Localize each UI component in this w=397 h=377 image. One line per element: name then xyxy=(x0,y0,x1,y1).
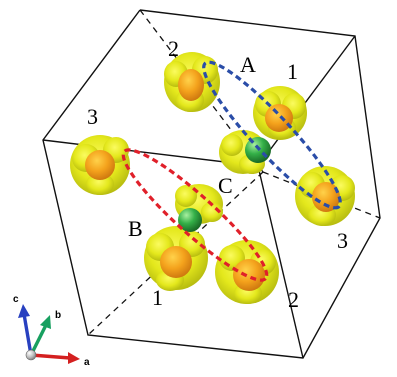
label-C: C xyxy=(218,173,233,198)
label-3-right: 3 xyxy=(337,228,348,253)
label-2-top: 2 xyxy=(168,36,179,61)
axis-c-head xyxy=(18,304,30,318)
molecule-2-bottom xyxy=(215,240,279,304)
molecule-3-left xyxy=(70,135,130,195)
metal-atom-lower xyxy=(178,208,202,232)
label-1-bottom: 1 xyxy=(152,285,163,310)
axis-triad: c b a xyxy=(13,294,90,368)
back-edge-right xyxy=(262,171,381,219)
molecule-3-right xyxy=(295,166,355,226)
axis-b-label: b xyxy=(55,310,61,321)
molecule-2-top xyxy=(164,52,220,112)
label-2-bottom: 2 xyxy=(288,287,299,312)
axis-a-label: a xyxy=(84,357,90,368)
molecule-1-bottom xyxy=(144,226,208,291)
label-3-left: 3 xyxy=(87,104,98,129)
label-1-top: 1 xyxy=(287,59,298,84)
back-edge-left xyxy=(87,171,264,336)
axis-c-arrow xyxy=(22,313,33,356)
axis-origin xyxy=(25,349,37,361)
front-edge-bottom xyxy=(257,165,304,359)
blue-dashed-ellipse-A xyxy=(202,60,342,210)
red-dashed-ellipse-B xyxy=(121,148,269,282)
axis-a-arrow xyxy=(30,353,71,360)
axis-c-label: c xyxy=(13,294,19,305)
unit-cell-front-edges xyxy=(42,9,381,359)
label-A: A xyxy=(240,52,256,77)
label-B: B xyxy=(128,216,143,241)
front-edge-right xyxy=(257,35,356,167)
molecule-1-top xyxy=(253,86,307,140)
axis-a-head xyxy=(68,352,80,364)
axis-b-head xyxy=(40,315,51,329)
axis-b-arrow xyxy=(29,324,48,356)
